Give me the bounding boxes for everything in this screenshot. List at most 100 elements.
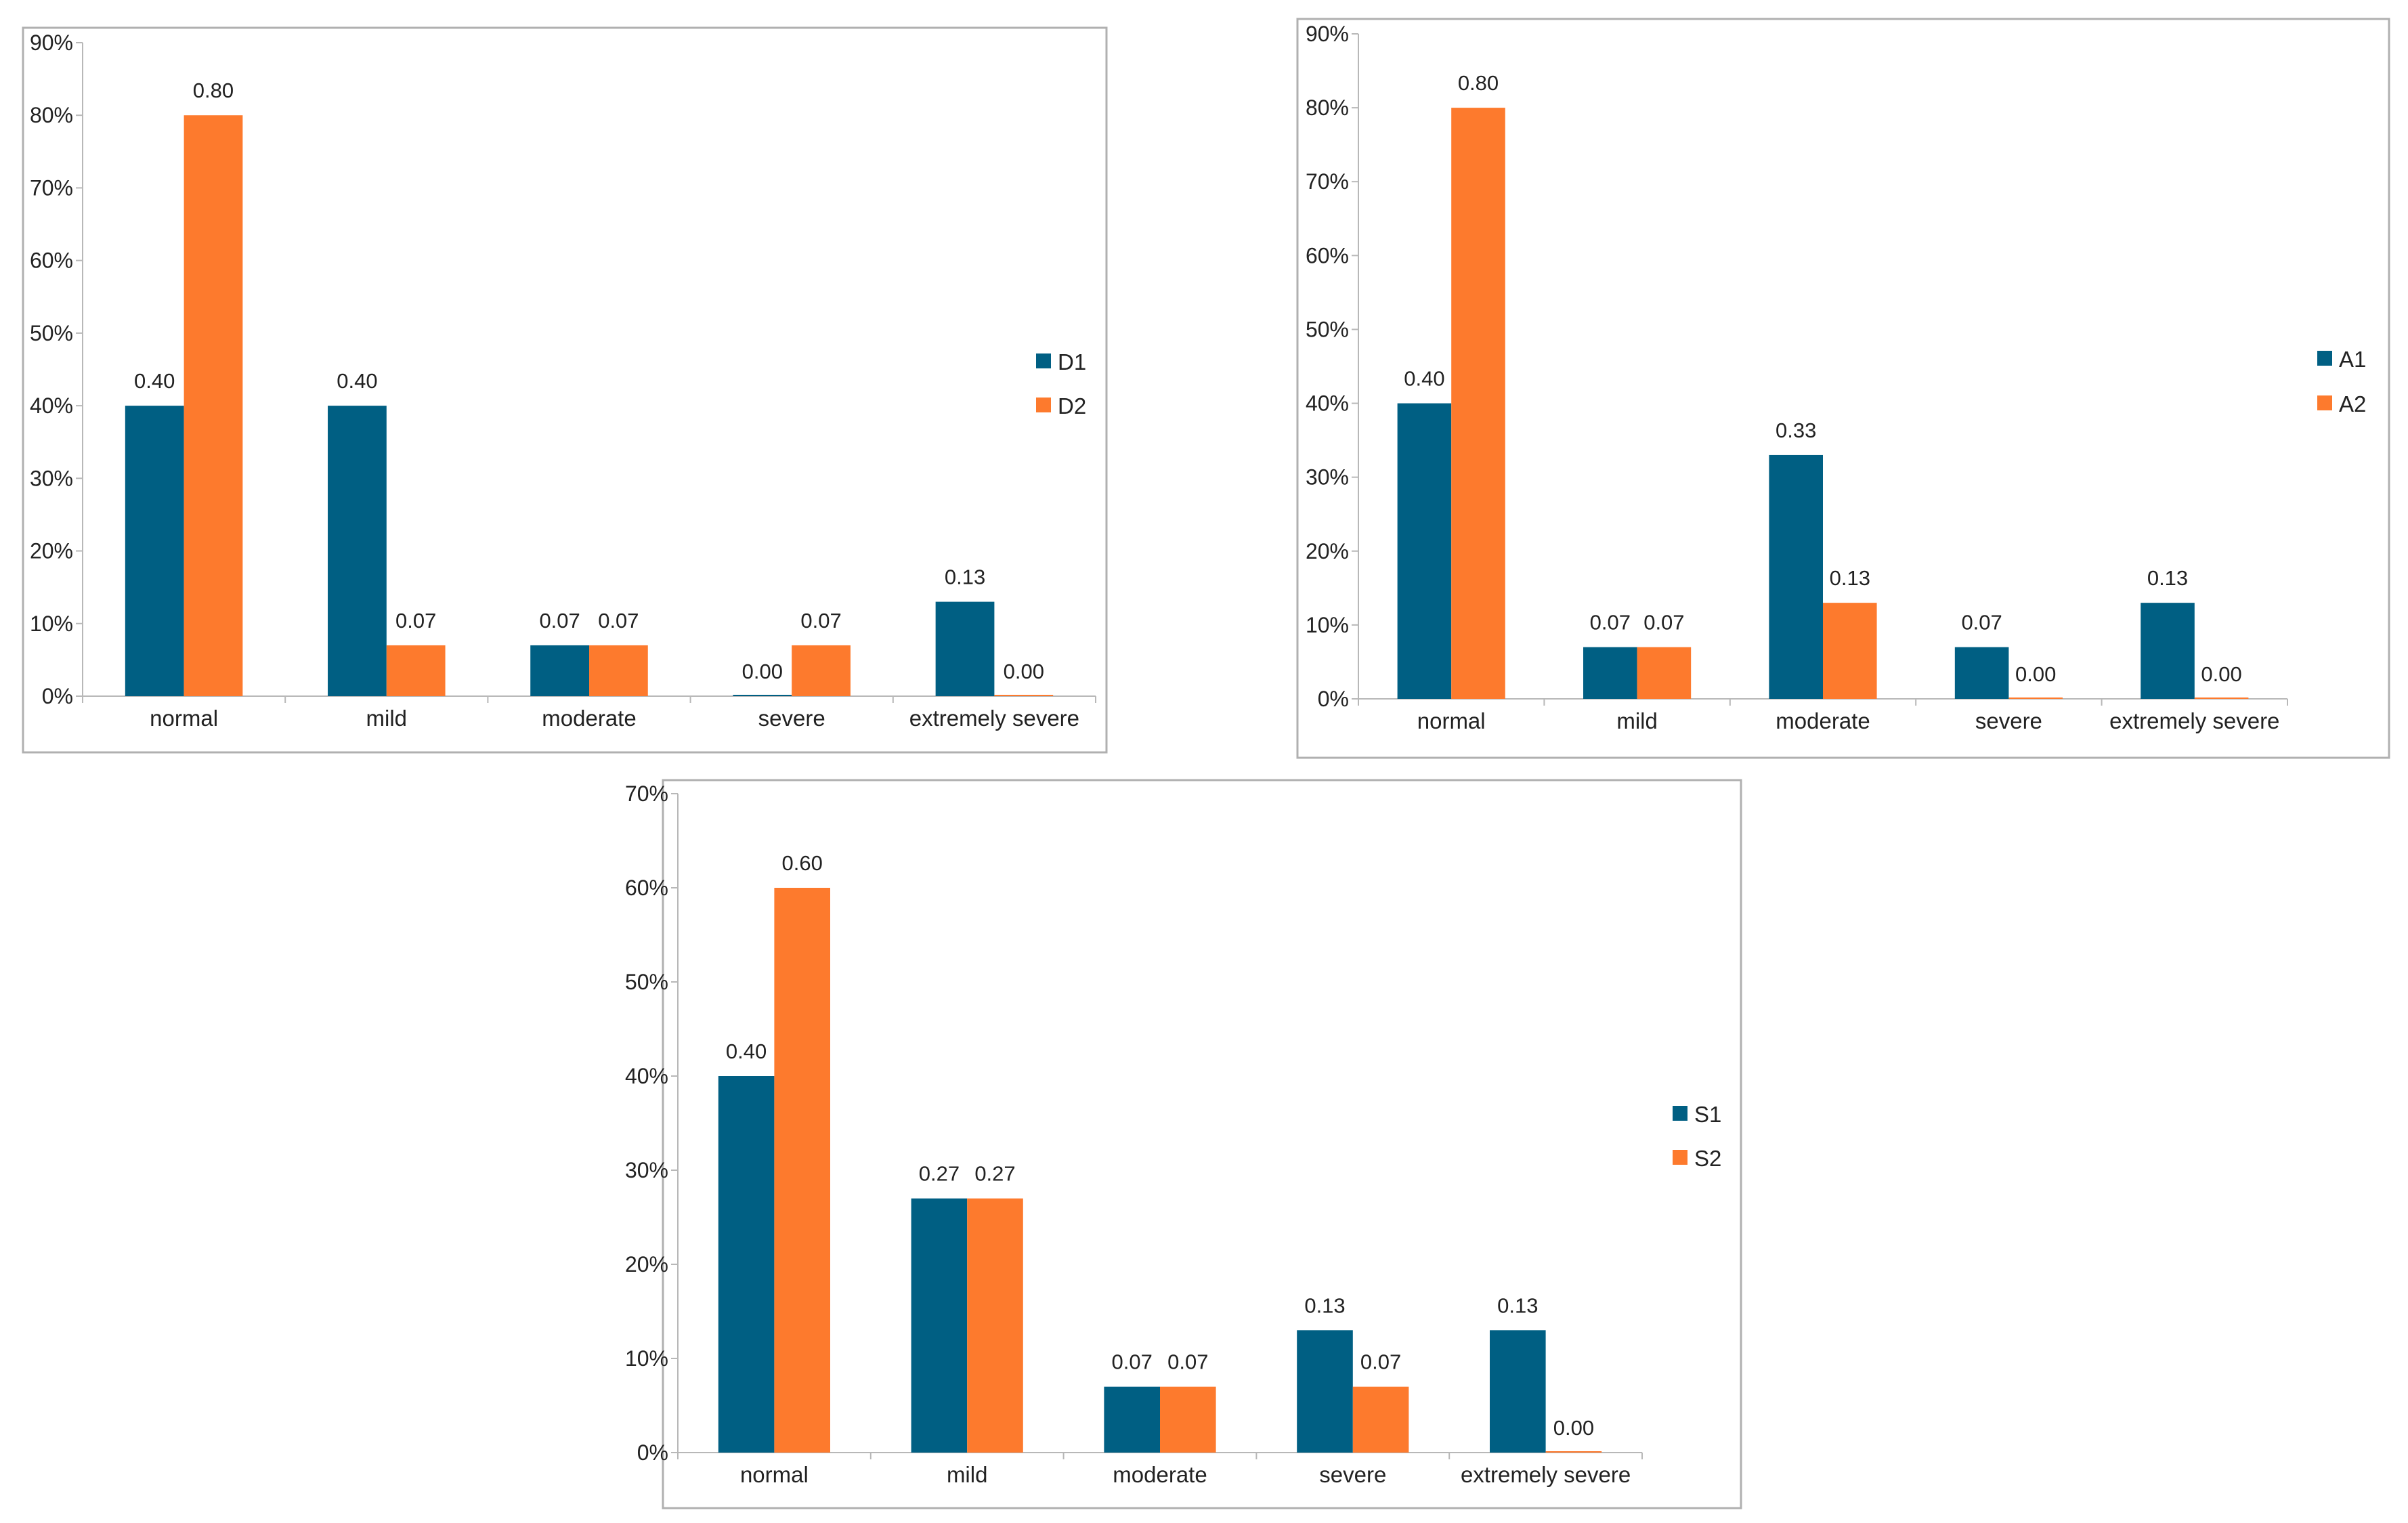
y-tick-label: 50% [1306, 317, 1349, 341]
y-tick-label: 40% [30, 393, 73, 418]
y-tick-label: 20% [625, 1252, 668, 1277]
category-label: extremely severe [1461, 1462, 1631, 1487]
legend-label-a1: A1 [2339, 347, 2366, 372]
bar-d2-moderate [589, 645, 648, 696]
legend-label-s1: S1 [1694, 1102, 1721, 1127]
chart-2: 0% 10% 20% 30% 40% 50% 60% 70% 80% 90% normal 0.40 0… [1296, 18, 2390, 759]
bar-a2-moderate [1823, 603, 1877, 699]
legend-swatch-s1 [1673, 1106, 1687, 1121]
data-label: 0.40 [337, 369, 377, 393]
data-label: 0.33 [1776, 419, 1816, 442]
data-label: 0.13 [945, 565, 985, 589]
y-tick-label: 50% [625, 970, 668, 994]
bar-d1-mild [328, 406, 387, 696]
y-tick-label: 40% [1306, 391, 1349, 416]
data-label: 0.80 [1458, 71, 1499, 95]
category-label: normal [1417, 708, 1486, 733]
bar-s1-normal [718, 1076, 775, 1453]
legend-swatch-s2 [1673, 1150, 1687, 1165]
y-tick-label: 50% [30, 321, 73, 345]
data-label: 0.07 [1360, 1350, 1401, 1374]
y-tick-label: 60% [625, 876, 668, 900]
bar-a1-mild [1583, 647, 1637, 699]
data-label: 0.00 [2201, 662, 2241, 686]
bar-d2-severe [792, 645, 851, 696]
data-label: 0.07 [1590, 611, 1631, 635]
category-label: moderate [1776, 708, 1870, 733]
bar-a1-extremely-severe [2141, 603, 2195, 699]
data-label: 0.07 [1112, 1350, 1153, 1374]
y-tick-label: 30% [1306, 465, 1349, 490]
y-tick-label: 30% [625, 1158, 668, 1182]
y-tick-label: 70% [1306, 169, 1349, 194]
y-tick-label: 90% [30, 30, 73, 55]
category-label: mild [947, 1462, 988, 1487]
data-label: 0.07 [1167, 1350, 1208, 1374]
y-tick-label: 0% [1318, 687, 1349, 711]
category-label: extremely severe [2109, 708, 2279, 733]
bar-a1-moderate [1769, 454, 1823, 699]
y-tick-label: 10% [1306, 613, 1349, 637]
legend-label-a2: A2 [2339, 391, 2366, 416]
data-label: 0.07 [1643, 611, 1684, 635]
bar-a1-normal [1397, 403, 1452, 699]
data-label: 0.07 [800, 609, 841, 632]
y-tick-label: 60% [30, 249, 73, 273]
data-label: 0.40 [1404, 367, 1444, 391]
bar-s1-severe [1297, 1330, 1353, 1453]
data-label: 0.07 [598, 609, 639, 632]
data-label: 0.00 [1553, 1416, 1594, 1440]
category-label: mild [366, 706, 408, 731]
bar-s1-extremely-severe [1490, 1330, 1546, 1453]
y-tick-label: 0% [42, 684, 73, 708]
y-tick-label: 20% [30, 539, 73, 563]
category-label: severe [758, 706, 825, 731]
data-label: 0.07 [539, 609, 580, 632]
y-tick-label: 30% [30, 466, 73, 490]
legend-swatch-a2 [2317, 395, 2332, 410]
data-label: 0.13 [1304, 1293, 1345, 1317]
category-label: moderate [1113, 1462, 1207, 1487]
data-label: 0.13 [1830, 566, 1870, 590]
data-label: 0.13 [2147, 566, 2188, 590]
data-label: 0.07 [1961, 611, 2002, 635]
bar-d1-moderate [530, 645, 589, 696]
category-label: extremely severe [909, 706, 1079, 731]
bar-s2-mild [967, 1198, 1023, 1453]
y-tick-label: 70% [625, 781, 668, 806]
y-tick-label: 80% [30, 103, 73, 127]
bar-d2-mild [386, 645, 446, 696]
data-label: 0.40 [726, 1039, 767, 1063]
data-label: 0.80 [193, 79, 234, 102]
chart-3: 0% 10% 20% 30% 40% 50% 60% 70% normal 0.40 0.60 mil… [625, 779, 1742, 1509]
legend-label-d1: D1 [1058, 349, 1086, 374]
data-label: 0.00 [1004, 660, 1044, 683]
legend-label-s2: S2 [1694, 1146, 1721, 1171]
bar-a2-normal [1451, 108, 1505, 700]
y-tick-label: 40% [625, 1064, 668, 1088]
y-tick-label: 90% [1306, 22, 1349, 46]
bar-s1-mild [911, 1198, 968, 1453]
data-label: 0.07 [395, 609, 436, 632]
data-label: 0.00 [2015, 662, 2056, 686]
category-label: normal [150, 706, 218, 731]
legend-label-d2: D2 [1058, 393, 1086, 419]
bar-s2-severe [1352, 1386, 1409, 1453]
data-label: 0.00 [742, 660, 783, 683]
y-tick-label: 80% [1306, 95, 1349, 120]
category-label: severe [1975, 708, 2042, 733]
bar-s2-moderate [1160, 1386, 1216, 1453]
bar-s2-normal [774, 888, 830, 1453]
data-label: 0.27 [974, 1162, 1015, 1186]
data-label: 0.60 [782, 851, 823, 875]
bar-d2-normal [184, 115, 243, 696]
y-tick-label: 10% [625, 1346, 668, 1371]
y-tick-label: 10% [30, 612, 73, 636]
y-tick-label: 60% [1306, 243, 1349, 267]
bar-a2-mild [1637, 647, 1692, 699]
y-tick-label: 70% [30, 175, 73, 200]
legend-swatch-d1 [1036, 353, 1051, 368]
data-label: 0.40 [134, 369, 175, 393]
category-label: normal [740, 1462, 809, 1487]
